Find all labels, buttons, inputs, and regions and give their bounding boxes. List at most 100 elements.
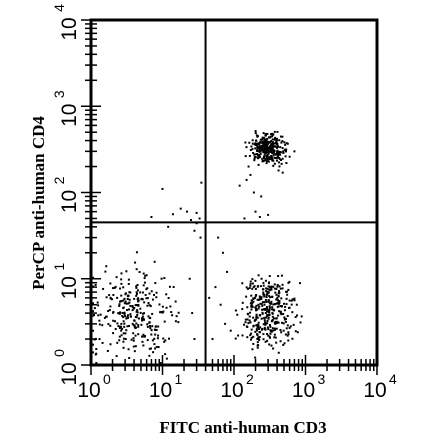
event-point xyxy=(109,324,112,327)
y-tick-exponent: 0 xyxy=(51,349,67,357)
event-point xyxy=(268,335,271,338)
event-point xyxy=(255,324,258,327)
event-point xyxy=(136,298,139,301)
event-point xyxy=(266,287,269,290)
event-point xyxy=(278,152,281,155)
event-point xyxy=(257,163,260,166)
event-point xyxy=(287,339,290,342)
event-point xyxy=(259,331,262,334)
event-point xyxy=(267,157,270,160)
event-point xyxy=(251,287,254,290)
event-point xyxy=(261,304,264,307)
event-point xyxy=(277,153,280,156)
event-point xyxy=(254,210,257,213)
event-point xyxy=(279,135,282,138)
event-point xyxy=(137,300,140,303)
event-point xyxy=(146,325,149,328)
event-point xyxy=(154,325,157,328)
event-point xyxy=(153,260,156,263)
event-point xyxy=(263,319,266,322)
event-point xyxy=(120,294,123,297)
event-point xyxy=(261,136,264,139)
event-point xyxy=(128,324,131,327)
event-point xyxy=(143,277,146,280)
event-point xyxy=(120,329,123,332)
event-point xyxy=(164,353,167,356)
event-point xyxy=(123,322,126,325)
event-point xyxy=(262,333,265,336)
event-point xyxy=(280,162,283,165)
event-point xyxy=(258,305,261,308)
event-point xyxy=(282,322,285,325)
event-point xyxy=(273,130,276,133)
event-point xyxy=(285,161,288,164)
event-point xyxy=(261,312,264,315)
event-point xyxy=(264,316,267,319)
event-point xyxy=(241,301,244,304)
event-point xyxy=(257,336,260,339)
event-point xyxy=(97,314,100,317)
event-point xyxy=(270,300,273,303)
event-point xyxy=(131,309,134,312)
y-tick-label: 10 xyxy=(58,362,81,385)
event-point xyxy=(249,302,252,305)
event-point xyxy=(120,278,123,281)
event-point xyxy=(148,292,151,295)
event-point xyxy=(118,335,121,338)
event-point xyxy=(259,153,262,156)
event-point xyxy=(198,217,201,220)
event-point xyxy=(152,351,155,354)
event-point xyxy=(251,302,254,305)
event-point xyxy=(188,277,191,280)
event-point xyxy=(256,316,259,319)
event-point xyxy=(276,322,279,325)
event-point xyxy=(258,314,261,317)
event-point xyxy=(250,308,253,311)
event-point xyxy=(147,315,150,318)
event-point xyxy=(106,349,109,352)
event-point xyxy=(114,328,117,331)
event-point xyxy=(287,331,290,334)
event-point xyxy=(263,139,266,142)
event-point xyxy=(249,280,252,283)
event-point xyxy=(191,312,194,315)
event-point xyxy=(261,308,264,311)
event-point xyxy=(269,155,272,158)
event-point xyxy=(251,348,254,351)
event-point xyxy=(276,283,279,286)
event-point xyxy=(264,311,267,314)
event-point xyxy=(95,352,98,355)
event-point xyxy=(264,279,267,282)
event-point xyxy=(155,329,158,332)
event-point xyxy=(130,338,133,341)
event-point xyxy=(255,313,258,316)
event-point xyxy=(264,340,267,343)
event-point xyxy=(264,141,267,144)
event-point xyxy=(143,281,146,284)
event-point xyxy=(257,307,260,310)
event-point xyxy=(282,302,285,305)
event-point xyxy=(288,326,291,329)
event-point xyxy=(123,311,126,314)
event-point xyxy=(144,274,147,277)
event-point xyxy=(255,329,258,332)
event-point xyxy=(264,134,267,137)
points-layer xyxy=(92,130,303,364)
y-axis-title: PerCP anti-human CD4 xyxy=(29,116,48,290)
event-point xyxy=(260,195,263,198)
event-point xyxy=(266,333,269,336)
event-point xyxy=(252,297,255,300)
event-point xyxy=(272,308,275,311)
event-point xyxy=(272,154,275,157)
event-point xyxy=(132,339,135,342)
event-point xyxy=(147,302,150,305)
event-point xyxy=(136,314,139,317)
event-point xyxy=(249,284,252,287)
event-point xyxy=(251,148,254,151)
event-point xyxy=(245,286,248,289)
event-point xyxy=(267,147,270,150)
event-point xyxy=(269,158,272,161)
event-point xyxy=(272,144,275,147)
event-point xyxy=(268,275,271,278)
event-point xyxy=(148,321,151,324)
